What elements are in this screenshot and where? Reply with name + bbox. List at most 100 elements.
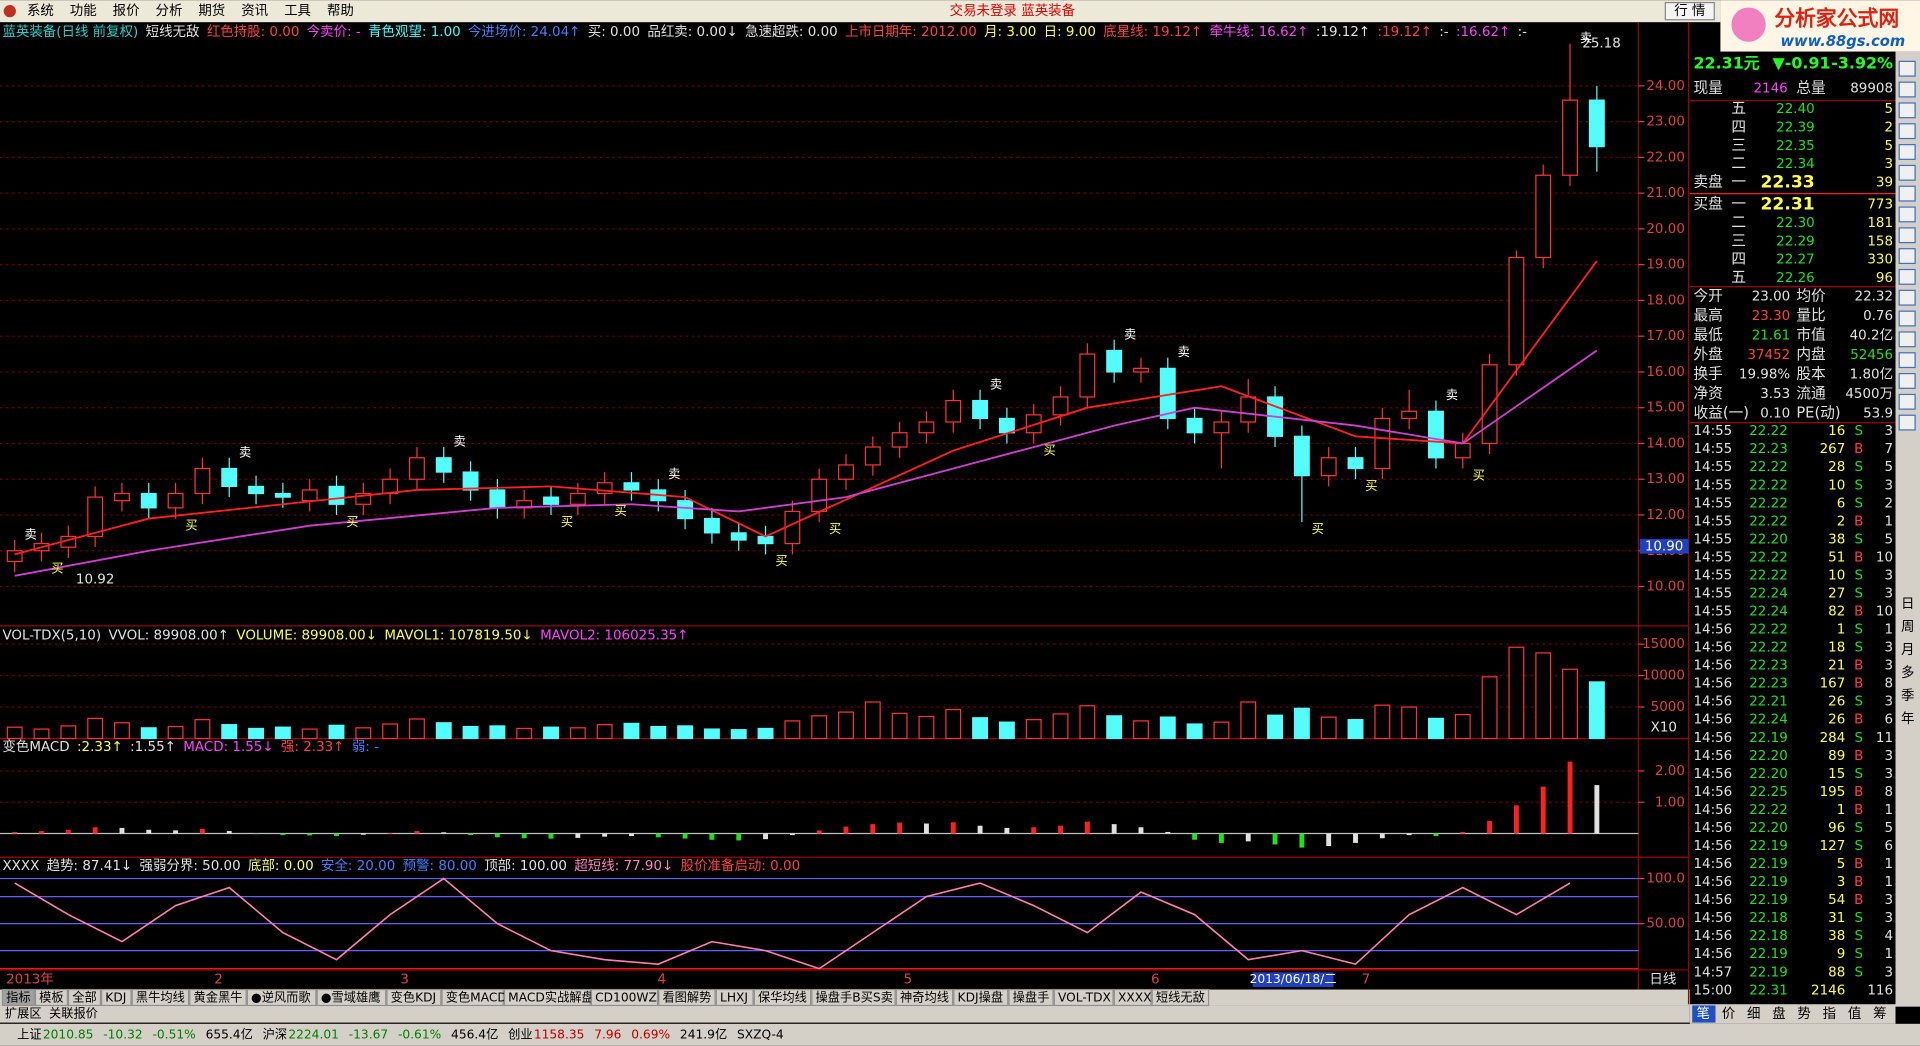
toolbar-label[interactable]: 月 [1901, 643, 1914, 658]
quote-tab[interactable]: 筹 [1873, 1005, 1886, 1022]
indicator-tab[interactable] [316, 988, 387, 1007]
quote-tab[interactable]: 笔 [1697, 1006, 1710, 1022]
indicator-tab-label[interactable]: VOL-TDX [1058, 991, 1111, 1005]
sub-tab[interactable]: 扩展区 [5, 1007, 42, 1021]
toolbar-label[interactable]: 周 [1901, 620, 1914, 635]
indicator-tab-label[interactable]: 指标 [6, 990, 30, 1005]
buy-signal: 买 [614, 504, 626, 518]
toolbar-icon[interactable] [1898, 102, 1916, 119]
toolbar-icon[interactable] [1898, 373, 1916, 389]
indicator-tab[interactable] [1, 988, 35, 1007]
indicator-tab-label[interactable]: 神奇均线 [900, 991, 949, 1005]
indicator-tab-label[interactable]: 看图解势 [662, 991, 711, 1005]
menu-item[interactable]: 资讯 [241, 3, 268, 19]
toolbar-label[interactable]: 日 [1901, 597, 1914, 612]
indicator-tab[interactable] [590, 988, 659, 1007]
indicator-tab[interactable] [189, 988, 247, 1007]
indicator-header: XXXX 趋势: 87.41↓ 强弱分界: 50.00 底部: 0.00 安全: 20.… [2, 857, 800, 874]
quote-tab[interactable]: 细 [1747, 1006, 1760, 1022]
indicator-tab-label[interactable]: 全部 [72, 990, 96, 1005]
quote-button-label[interactable]: 行 情 [1674, 3, 1705, 19]
indicator-tab[interactable] [503, 988, 591, 1007]
menu-item[interactable]: 分析 [156, 3, 183, 19]
indicator-tab[interactable] [953, 988, 1009, 1007]
toolbar-icon[interactable] [1898, 144, 1916, 160]
indicator-tab-label[interactable]: 短线无敌 [1156, 990, 1205, 1005]
quote-tab[interactable]: 盘 [1772, 1005, 1785, 1022]
tick-side: S [1855, 532, 1864, 547]
quote-tab[interactable]: 指 [1823, 1006, 1836, 1022]
indicator-tab[interactable] [1151, 988, 1210, 1007]
toolbar-icon[interactable] [1898, 352, 1916, 369]
y-tick-label: 18.00 [1646, 293, 1685, 308]
tick-side: B [1854, 875, 1863, 890]
quote-tab[interactable]: 势 [1797, 1006, 1810, 1022]
toolbar-icon[interactable] [1898, 123, 1916, 140]
logo-title: 分析家公式网 [1774, 7, 1899, 31]
indicator-tab[interactable] [67, 988, 102, 1007]
toolbar-icon[interactable] [1898, 60, 1916, 77]
tick-price: 22.18 [1749, 911, 1788, 926]
indicator-tab-label[interactable]: 变色MACD [446, 990, 507, 1005]
toolbar-icon[interactable] [1898, 206, 1916, 223]
indicator-tab-label[interactable]: ●逆风而歌 [251, 990, 311, 1005]
toolbar-icon[interactable] [1898, 81, 1916, 98]
candle-body [6, 550, 23, 563]
indicator-tab[interactable] [131, 988, 190, 1007]
indicator-tab-label[interactable]: 黑牛均线 [136, 990, 185, 1005]
indicator-tab[interactable] [1008, 988, 1054, 1007]
toolbar-label[interactable]: 多 [1901, 664, 1914, 681]
indicator-tab-label[interactable]: 保华均线 [758, 990, 807, 1005]
toolbar-icon[interactable] [1898, 227, 1916, 244]
menu-item[interactable]: 系统 [27, 3, 54, 19]
indicator-tab[interactable] [658, 988, 716, 1007]
toolbar-icon[interactable] [1898, 248, 1916, 265]
sub-tab[interactable]: 关联报价 [49, 1006, 98, 1021]
macd-bar [1031, 827, 1037, 834]
toolbar-icon[interactable] [1898, 393, 1916, 410]
indicator-tab[interactable] [386, 988, 442, 1007]
indicator-tab[interactable] [1113, 988, 1152, 1007]
stock-name: 蓝英装备 [1021, 2, 1075, 19]
indicator-tab-label[interactable]: ●雪域雄鹰 [321, 990, 381, 1005]
toolbar-icon[interactable] [1898, 331, 1916, 348]
indicator-tab-label[interactable]: 变色KDJ [391, 990, 437, 1005]
menu-item[interactable]: 帮助 [327, 3, 354, 19]
indicator-tab[interactable] [811, 988, 896, 1007]
indicator-tab-label[interactable]: CD100WZH [595, 991, 666, 1005]
volume-bar [1240, 701, 1257, 740]
indicator-tab[interactable] [753, 988, 812, 1007]
indicator-tab-label[interactable]: MACD实战解盘 [508, 990, 594, 1005]
menu-item[interactable]: 报价 [113, 3, 140, 19]
indicator-tab[interactable] [246, 988, 317, 1007]
indicator-tab[interactable] [34, 988, 68, 1007]
indicator-tab[interactable] [895, 988, 954, 1007]
indicator-tab-label[interactable]: 操盘手B买S卖 [816, 990, 893, 1005]
toolbar-icon[interactable] [1898, 164, 1916, 181]
menu-item[interactable]: 期货 [198, 2, 225, 19]
toolbar-icon[interactable] [1898, 310, 1916, 327]
menu-item[interactable]: 功能 [70, 3, 97, 19]
indicator-tab[interactable] [101, 988, 132, 1007]
indicator-tab-label[interactable]: KDJ [105, 991, 126, 1005]
toolbar-icon[interactable] [1898, 289, 1916, 306]
indicator-tab-label[interactable]: KDJ操盘 [958, 990, 1004, 1005]
quote-tab[interactable]: 值 [1848, 1006, 1861, 1022]
tick-time: 14:56 [1693, 695, 1732, 710]
toolbar-label[interactable]: 年 [1901, 711, 1914, 727]
indicator-tab-label[interactable]: LHXJ [720, 991, 748, 1005]
toolbar-icon[interactable] [1898, 268, 1916, 285]
toolbar-icon[interactable] [1898, 414, 1916, 431]
indicator-tab-label[interactable]: XXXX [1118, 991, 1152, 1005]
indicator-tab[interactable] [441, 988, 504, 1007]
indicator-tab-label[interactable]: 模板 [39, 991, 63, 1005]
indicator-tab-label[interactable]: 黄金黑牛 [193, 990, 242, 1005]
quote-tab[interactable]: 价 [1722, 1007, 1736, 1022]
toolbar-label[interactable]: 季 [1901, 688, 1914, 704]
menu-item[interactable]: 工具 [284, 4, 311, 19]
indicator-tab-label[interactable]: 操盘手 [1013, 990, 1050, 1005]
quote-button[interactable] [1664, 1, 1715, 21]
indicator-tab[interactable] [1053, 988, 1114, 1007]
toolbar-icon[interactable] [1898, 185, 1916, 202]
indicator-tab[interactable] [715, 988, 754, 1007]
